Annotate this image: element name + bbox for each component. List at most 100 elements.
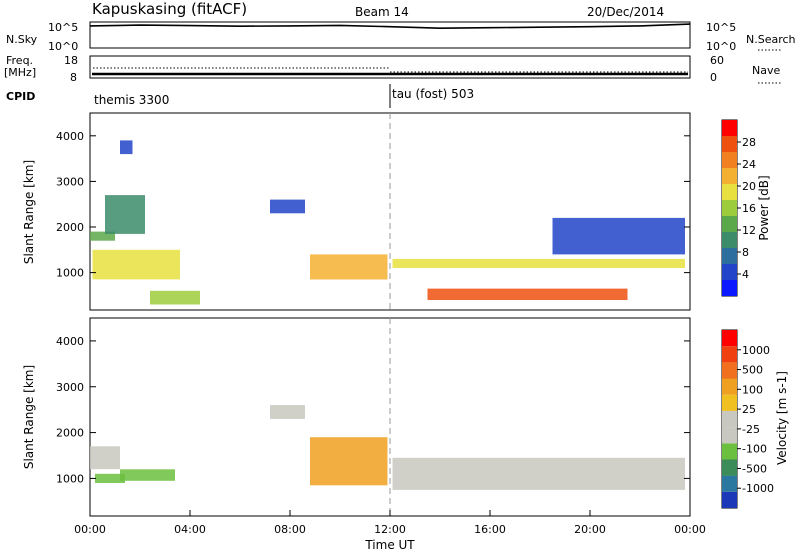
colorbar-segment (722, 280, 737, 296)
heatmap-region-4 (150, 290, 200, 305)
xtick-label: 08:00 (274, 523, 306, 536)
colorbar-segment (722, 427, 737, 444)
freq-panel-frame (89, 55, 691, 79)
colorbar-tick-label: 12 (742, 224, 756, 237)
power-colorbar: 4 8 12 16 20 24 28 Power [dB] (721, 119, 771, 297)
ytick-label: 1000 (56, 267, 84, 280)
colorbar-tick-label: 16 (742, 202, 756, 215)
heatmap-region-3 (120, 140, 133, 155)
heatmap-region-2 (105, 195, 145, 234)
colorbar-tick-label: -1000 (742, 482, 774, 495)
heatmap-region-8 (427, 288, 628, 300)
colorbar-segment (722, 362, 737, 379)
xtick-label: 16:00 (474, 523, 506, 536)
heatmap-region-0 (90, 231, 115, 241)
heatmap-region-0 (90, 446, 120, 470)
colorbar-segment (722, 459, 737, 476)
colorbar-segment (722, 330, 737, 347)
heatmap-region-5 (310, 254, 388, 280)
time-axis-label: Time UT (364, 538, 415, 552)
power-heatmap (90, 140, 685, 305)
ytick-label: 4000 (56, 335, 84, 348)
power-panel-frame (89, 112, 691, 311)
noise-left-tick-bottom: 10^0 (48, 40, 78, 53)
heatmap-region-1 (95, 473, 125, 483)
freq-label-line1: Freq. (6, 54, 33, 67)
ytick-label: 2000 (56, 427, 84, 440)
colorbar-tick-label: 20 (742, 180, 756, 193)
colorbar-tick-label: 4 (742, 268, 749, 281)
colorbar-segment (722, 443, 737, 460)
velocity-colorbar-label: Velocity [m s-1] (775, 371, 789, 465)
nave-right-tick-bottom: 0 (710, 71, 717, 84)
colorbar-segment (722, 136, 737, 152)
noise-right-tick-top: 10^5 (706, 21, 736, 34)
heatmap-region-1 (92, 249, 180, 280)
ytick-label: 4000 (56, 130, 84, 143)
colorbar-segment (722, 394, 737, 411)
colorbar-segment (722, 346, 737, 363)
velocity-colorbar: 1000 500 100 25 -25 -100 -500 -1000 Velocity [m… (721, 329, 789, 509)
beam-title: Beam 14 (355, 5, 409, 19)
colorbar-segment (722, 410, 737, 428)
colorbar-segment (722, 232, 737, 248)
colorbar-tick-label: -100 (742, 443, 767, 456)
nsearch-label: N.Search (746, 33, 796, 46)
power-panel: 1000 2000 3000 4000 Slant Range [km] (22, 112, 691, 311)
colorbar-segment (722, 184, 737, 200)
noise-left-tick-top: 10^5 (48, 21, 78, 34)
ytick-label: 3000 (56, 381, 84, 394)
xtick-label: 12:00 (374, 523, 406, 536)
xtick-label: 00:00 (74, 523, 106, 536)
cpid-first-mode: themis 3300 (94, 93, 169, 107)
colorbar-tick-label: -25 (742, 423, 760, 436)
colorbar-segment (722, 491, 737, 508)
colorbar-tick-label: 28 (742, 136, 756, 149)
cpid-second-mode: tau (fost) 503 (392, 87, 474, 101)
freq-left-tick-bottom: 8 (70, 71, 77, 84)
cpid-label: CPID (6, 90, 35, 103)
colorbar-segment (722, 475, 737, 492)
nave-right-tick-top: 60 (710, 54, 724, 67)
xtick-label: 04:00 (174, 523, 206, 536)
colorbar-segment (722, 152, 737, 168)
colorbar-segment (722, 378, 737, 395)
nsky-label: N.Sky (6, 33, 38, 46)
colorbar-tick-label: 24 (742, 158, 756, 171)
power-colorbar-label: Power [dB] (757, 175, 771, 240)
nave-label: Nave (752, 64, 780, 77)
heatmap-region-7 (392, 258, 685, 268)
colorbar-segment (722, 120, 737, 136)
colorbar-segment (722, 168, 737, 184)
noise-sky-line (89, 23, 691, 30)
colorbar-tick-label: -500 (742, 462, 767, 475)
colorbar-segment (722, 248, 737, 264)
ytick-label: 3000 (56, 175, 84, 188)
noise-right-tick-bottom: 10^0 (706, 40, 736, 53)
colorbar-tick-label: 8 (742, 246, 749, 259)
freq-label-line2: [MHz] (4, 66, 36, 79)
xtick-label: 00:00 (674, 523, 706, 536)
station-title: Kapuskasing (fitACF) (92, 0, 247, 18)
noise-panel-frame (89, 21, 691, 49)
heatmap-region-9 (552, 217, 685, 255)
velocity-heatmap (90, 405, 685, 490)
colorbar-tick-label: 500 (742, 364, 763, 377)
date-title: 20/Dec/2014 (587, 5, 664, 19)
xtick-label: 20:00 (574, 523, 606, 536)
colorbar-segment (722, 216, 737, 232)
velocity-panel: 1000 2000 3000 4000 00:00 04:00 08:00 12:00 16:… (22, 317, 706, 552)
ytick-label: 1000 (56, 472, 84, 485)
colorbar-segment (722, 264, 737, 280)
heatmap-region-5 (392, 457, 685, 490)
heatmap-region-2 (120, 469, 175, 481)
velocity-ylabel: Slant Range [km] (22, 365, 36, 469)
heatmap-region-4 (310, 437, 388, 486)
colorbar-tick-label: 1000 (742, 344, 770, 357)
heatmap-region-3 (270, 405, 305, 419)
freq-left-tick-top: 18 (64, 54, 78, 67)
colorbar-segment (722, 200, 737, 216)
power-ylabel: Slant Range [km] (22, 160, 36, 264)
heatmap-region-6 (270, 199, 305, 214)
